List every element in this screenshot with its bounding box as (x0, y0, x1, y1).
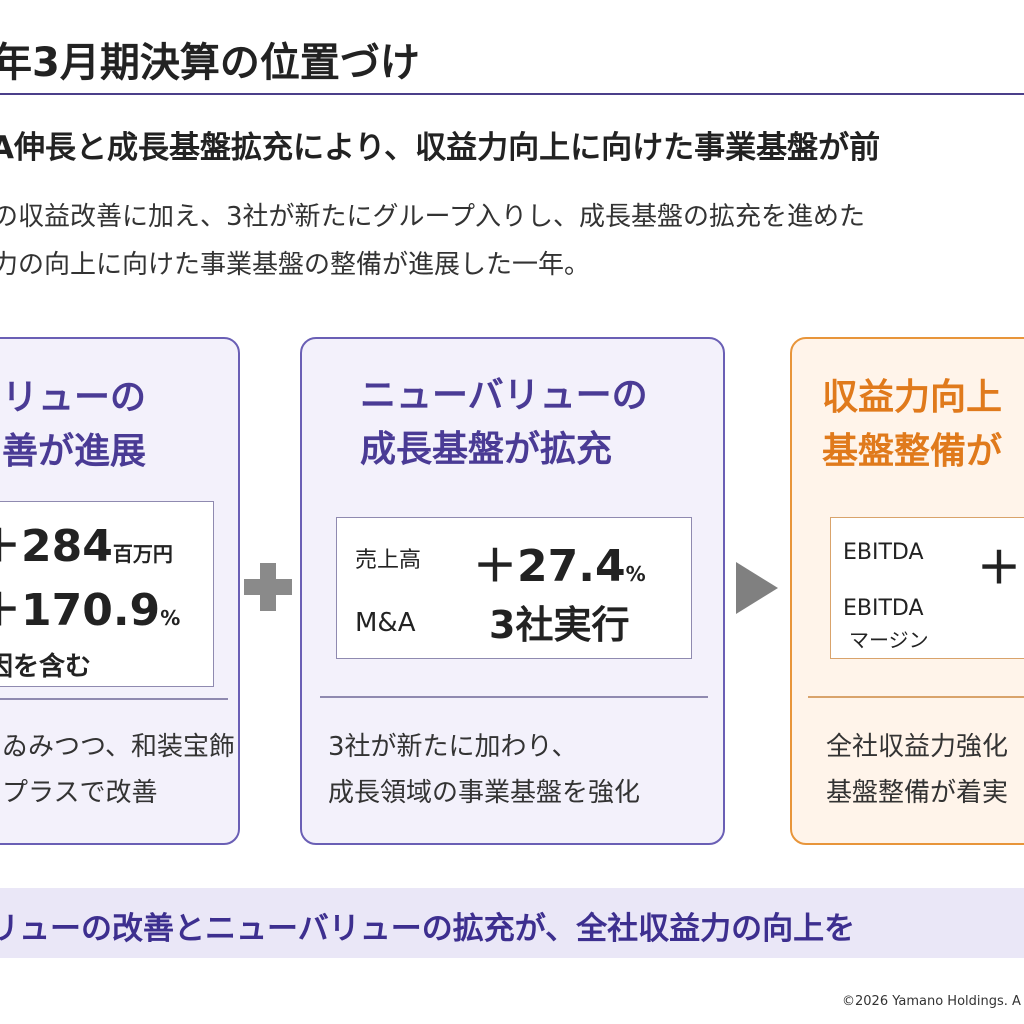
sales-growth-unit: % (625, 562, 646, 586)
card-footer-line-2: 基盤整備が着実 (826, 778, 1009, 808)
sales-label: 売上高 (355, 548, 422, 573)
ma-value: 3社実行 (489, 603, 630, 647)
metric-2-value: ＋170.9 (0, 585, 161, 636)
metrics-box: EBITDA ＋( EBITDA マージン - (830, 517, 1024, 659)
card-separator (0, 698, 228, 700)
metric-note: 因を含む (0, 652, 92, 682)
metric-2-unit: % (160, 606, 181, 630)
metric-1: ＋284百万円 (0, 510, 173, 574)
card-separator (808, 696, 1024, 698)
metric-1-value: ＋284 (0, 521, 113, 572)
ebitda-margin-label-line-2: マージン (849, 628, 929, 652)
card-existing-value: リューの 善が進展 ＋284百万円 ＋170.9% 因を含む ゐみつつ、和装宝飾… (0, 337, 240, 845)
card-title-line-1: リューの (2, 377, 147, 418)
card-footer-line-2: 成長領域の事業基盤を強化 (328, 778, 641, 808)
card-footer-line-1: ゐみつつ、和装宝飾・ (2, 732, 240, 762)
ebitda-value: ＋( (977, 543, 1024, 594)
description-line-1: の収益改善に加え、3社が新たにグループ入りし、成長基盤の拡充を進めた (0, 202, 865, 232)
card-profitability: 収益力向上 基盤整備が EBITDA ＋( EBITDA マージン - 全社収益… (790, 337, 1024, 845)
description-line-2: 力の向上に向けた事業基盤の整備が進展した一年。 (0, 250, 591, 280)
summary-banner (0, 888, 1024, 958)
card-title-line-2: 成長基盤が拡充 (360, 429, 613, 470)
ebitda-margin-label-line-1: EBITDA (843, 596, 924, 621)
card-title-line-1: ニューバリューの (360, 375, 648, 416)
card-footer-line-1: 3社が新たに加わり、 (328, 732, 578, 762)
ma-label: M&A (355, 608, 416, 638)
sales-growth-value: ＋27.4 (473, 541, 626, 592)
metrics-box: ＋284百万円 ＋170.9% 因を含む (0, 501, 214, 687)
metrics-box: 売上高 ＋27.4% M&A 3社実行 (336, 517, 692, 659)
ebitda-label: EBITDA (843, 540, 924, 565)
title-divider (0, 93, 1024, 95)
headline: A伸長と成長基盤拡充により、収益力向上に向けた事業基盤が前 (0, 130, 881, 166)
card-footer-line-2: プラスで改善 (2, 778, 158, 808)
sales-growth: ＋27.4% (473, 530, 646, 594)
card-footer-line-1: 全社収益力強化 (826, 732, 1009, 762)
plus-icon-bar (244, 579, 292, 595)
card-title-line-2: 基盤整備が (822, 431, 1003, 472)
page-title: 年3月期決算の位置づけ (0, 40, 420, 86)
arrow-right-icon (736, 562, 778, 614)
copyright: ©2026 Yamano Holdings. A (842, 994, 1021, 1009)
metric-1-unit: 百万円 (112, 542, 173, 566)
metric-2: ＋170.9% (0, 574, 180, 638)
card-new-value: ニューバリューの 成長基盤が拡充 売上高 ＋27.4% M&A 3社実行 3社が… (300, 337, 725, 845)
card-title-line-2: 善が進展 (2, 431, 147, 472)
card-separator (320, 696, 708, 698)
summary-banner-text: リューの改善とニューバリューの拡充が、全社収益力の向上を (0, 911, 856, 947)
card-title-line-1: 収益力向上 (822, 377, 1003, 418)
